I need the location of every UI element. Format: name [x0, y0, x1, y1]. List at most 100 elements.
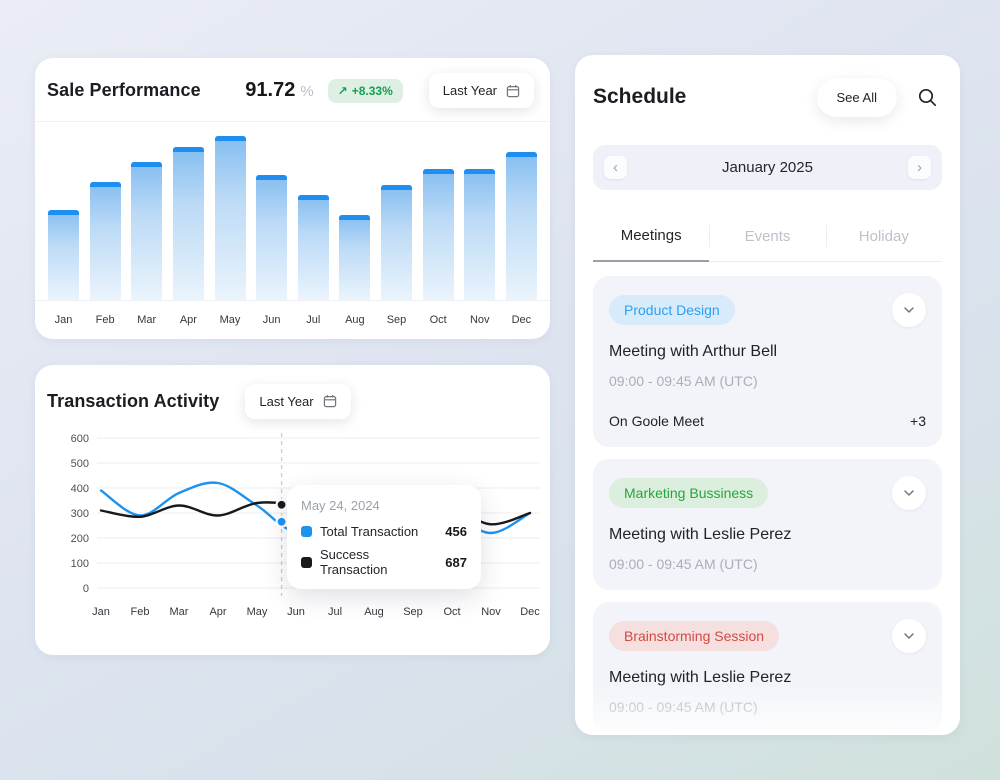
see-all-button[interactable]: See All	[816, 77, 897, 117]
svg-text:100: 100	[71, 558, 89, 570]
sale-bar-nov	[464, 169, 496, 300]
month-label: Oct	[429, 313, 447, 326]
sale-performance-title: Sale Performance	[47, 80, 201, 100]
month-label: Feb	[95, 313, 115, 326]
svg-text:May: May	[247, 606, 268, 618]
chart-tooltip: May 24, 2024 Total Transaction 456 Succe…	[287, 485, 481, 589]
sale-bar-may	[214, 136, 246, 300]
sale-metric-value: 91.72	[245, 79, 296, 101]
schedule-card: Schedule See All ‹ January 2025 › Meetin…	[575, 55, 960, 735]
tooltip-date: May 24, 2024	[301, 498, 380, 513]
tab-meetings[interactable]: Meetings	[593, 212, 710, 262]
svg-text:200: 200	[71, 533, 89, 545]
tooltip-value: 687	[445, 554, 467, 570]
transaction-activity-title: Transaction Activity	[47, 390, 220, 411]
search-button[interactable]	[913, 83, 942, 112]
month-label: Mar	[137, 313, 157, 326]
tooltip-label: Success Transaction	[320, 547, 388, 577]
month-label: Apr	[179, 313, 197, 326]
growth-badge: ↗ +8.33%	[327, 78, 403, 103]
trend-up-icon: ↗	[337, 83, 348, 98]
month-label: Jan	[54, 313, 73, 326]
tab-events[interactable]: Events	[709, 212, 825, 261]
svg-text:Mar: Mar	[170, 606, 189, 618]
meetings-list: Product Design Meeting with Arthur Bell …	[593, 276, 942, 733]
meeting-category-badge: Brainstorming Session	[609, 621, 780, 651]
svg-text:Aug: Aug	[364, 606, 384, 618]
transaction-period-button[interactable]: Last Year	[245, 383, 351, 419]
meeting-card-product-design: Product Design Meeting with Arthur Bell …	[593, 276, 942, 447]
svg-text:Jan: Jan	[92, 606, 110, 618]
svg-text:Nov: Nov	[481, 606, 501, 618]
meeting-card-top: Brainstorming Session	[609, 619, 926, 653]
meeting-time: 09:00 - 09:45 AM (UTC)	[609, 699, 758, 715]
svg-text:Apr: Apr	[209, 606, 226, 618]
meeting-expand-button[interactable]	[892, 476, 926, 510]
transaction-activity-header: Transaction Activity Last Year	[35, 365, 550, 423]
growth-badge-label: +8.33%	[351, 83, 393, 98]
svg-text:600: 600	[71, 433, 89, 445]
schedule-tabs: Meetings Events Holiday	[593, 212, 942, 262]
svg-text:Jun: Jun	[287, 606, 305, 618]
tab-holiday[interactable]: Holiday	[825, 212, 942, 261]
meeting-category-badge: Product Design	[609, 295, 735, 325]
chevron-down-icon	[904, 307, 914, 313]
sale-period-label: Last Year	[442, 83, 497, 98]
month-label: Aug	[345, 313, 365, 326]
sale-bar-apr	[172, 147, 204, 300]
sale-bar-jul	[297, 195, 329, 300]
meeting-title: Meeting with Leslie Perez	[609, 526, 792, 543]
meeting-card-marketing: Marketing Bussiness Meeting with Leslie …	[593, 459, 942, 590]
svg-text:Oct: Oct	[443, 606, 460, 618]
chevron-right-icon: ›	[917, 159, 922, 176]
sale-bar-jun	[256, 175, 288, 300]
chevron-down-icon	[904, 490, 914, 496]
transaction-activity-card: Transaction Activity Last Year 0 100 200 30…	[35, 365, 550, 655]
month-label: Jun	[262, 313, 281, 326]
sale-performance-header: Sale Performance 91.72 % ↗ +8.33% Last Y…	[35, 58, 550, 122]
month-label: Jul	[306, 313, 321, 326]
month-label: Nov	[469, 313, 490, 326]
next-month-button[interactable]: ›	[908, 156, 931, 179]
sale-bar-oct	[422, 169, 454, 300]
total-transaction-marker-icon	[301, 526, 312, 537]
tooltip-value: 456	[445, 524, 467, 539]
svg-text:300: 300	[71, 508, 89, 520]
success-transaction-marker-icon	[301, 556, 312, 568]
svg-text:Dec: Dec	[520, 606, 540, 618]
transaction-period-label: Last Year	[259, 393, 314, 409]
sale-period-button[interactable]: Last Year	[428, 73, 534, 108]
calendar-icon	[506, 84, 520, 97]
schedule-title: Schedule	[593, 85, 687, 108]
meeting-expand-button[interactable]	[892, 619, 926, 653]
meeting-time: 09:00 - 09:45 AM (UTC)	[609, 556, 758, 572]
month-label: Sep	[386, 313, 407, 326]
month-label: January 2025	[722, 159, 813, 176]
svg-text:Feb: Feb	[131, 606, 150, 618]
meeting-platform: On Goole Meet	[609, 413, 704, 429]
schedule-header: Schedule See All	[593, 73, 942, 121]
sale-metric: 91.72 %	[245, 79, 313, 102]
transaction-chart-area: 0 100 200 300 400 500 600 Jan Feb Mar Apr May Jun Jul…	[35, 423, 550, 628]
sale-bar-sep	[381, 185, 412, 300]
meeting-expand-button[interactable]	[892, 293, 926, 327]
sale-bar-dec	[505, 152, 537, 300]
sale-performance-card: Sale Performance 91.72 % ↗ +8.33% Last Y…	[35, 58, 550, 339]
sale-bar-mar	[131, 162, 163, 300]
prev-month-button[interactable]: ‹	[604, 156, 627, 179]
sale-bar-jan	[48, 210, 79, 300]
month-label: May	[219, 313, 241, 326]
search-icon	[918, 88, 937, 106]
month-label: Dec	[511, 313, 532, 326]
meeting-title: Meeting with Arthur Bell	[609, 343, 778, 360]
sale-bar-aug	[339, 215, 371, 300]
svg-text:500: 500	[71, 458, 89, 470]
meeting-card-brainstorming: Brainstorming Session Meeting with Lesli…	[593, 602, 942, 733]
month-selector: ‹ January 2025 ›	[593, 145, 942, 190]
meeting-category-badge: Marketing Bussiness	[609, 478, 769, 508]
svg-text:Jul: Jul	[328, 606, 342, 618]
meeting-card-top: Product Design	[609, 293, 926, 327]
meeting-time: 09:00 - 09:45 AM (UTC)	[609, 373, 758, 389]
tooltip-row-success: Success Transaction 687	[301, 547, 467, 577]
sale-bar-feb	[89, 182, 121, 300]
